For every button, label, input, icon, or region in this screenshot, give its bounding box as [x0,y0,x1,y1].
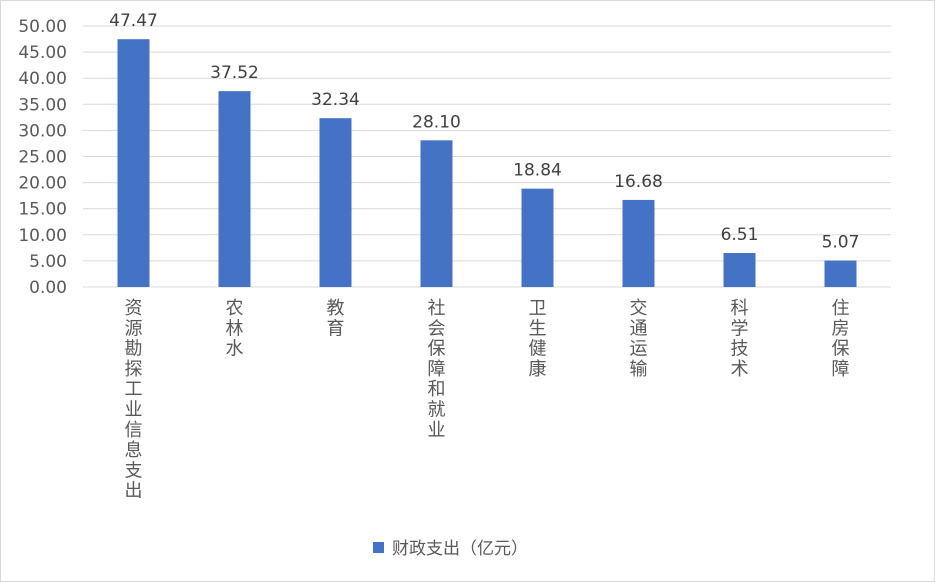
category-label: 交通运输 [630,298,648,380]
y-tick-label: 50.00 [18,17,67,37]
bar [319,118,352,287]
category-label: 农林水 [226,298,244,360]
bar [824,260,857,287]
bar [723,253,756,287]
bar [521,188,554,287]
gridlines [83,25,891,288]
bar [420,140,453,287]
y-tick-label: 25.00 [18,148,67,168]
data-label: 16.68 [614,172,663,192]
data-label: 18.84 [513,161,562,181]
category-label: 教育 [327,298,345,339]
data-label: 28.10 [412,112,461,132]
y-tick-label: 20.00 [18,174,67,194]
data-label: 32.34 [311,90,360,110]
data-label: 47.47 [109,11,158,31]
legend: 财政支出（亿元） [373,539,528,559]
category-label: 资源勘探工业信息支出 [125,298,143,502]
category-label: 社会保障和就业 [428,298,446,441]
legend-label: 财政支出（亿元） [392,539,528,559]
y-tick-label: 40.00 [18,69,67,89]
category-label: 卫生健康 [529,298,547,380]
data-label: 6.51 [721,225,759,245]
data-label: 5.07 [822,233,860,253]
y-tick-label: 30.00 [18,121,67,141]
bar [117,39,150,287]
bar [218,91,251,287]
legend-swatch [373,542,384,553]
bars [117,39,857,287]
bar [622,199,655,287]
y-tick-label: 35.00 [18,95,67,115]
y-axis-ticks: 0.00 5.00 10.00 15.00 20.00 25.00 30.00 35.00 40… [18,17,67,298]
data-label: 37.52 [210,63,259,83]
y-tick-label: 10.00 [18,226,67,246]
category-label: 住房保障 [832,298,850,380]
y-tick-label: 5.00 [29,252,67,272]
data-labels: 47.47 37.52 32.34 28.10 18.84 16.68 6.51 5.07 [109,11,859,252]
y-tick-label: 0.00 [29,278,67,298]
y-tick-label: 45.00 [18,43,67,63]
category-labels: 资源勘探工业信息支出 农林水 教育 社会保障和就业 卫生健康 交通运输 科学技术 住房保障 [125,298,850,502]
category-label: 科学技术 [731,298,749,380]
y-tick-label: 15.00 [18,200,67,220]
